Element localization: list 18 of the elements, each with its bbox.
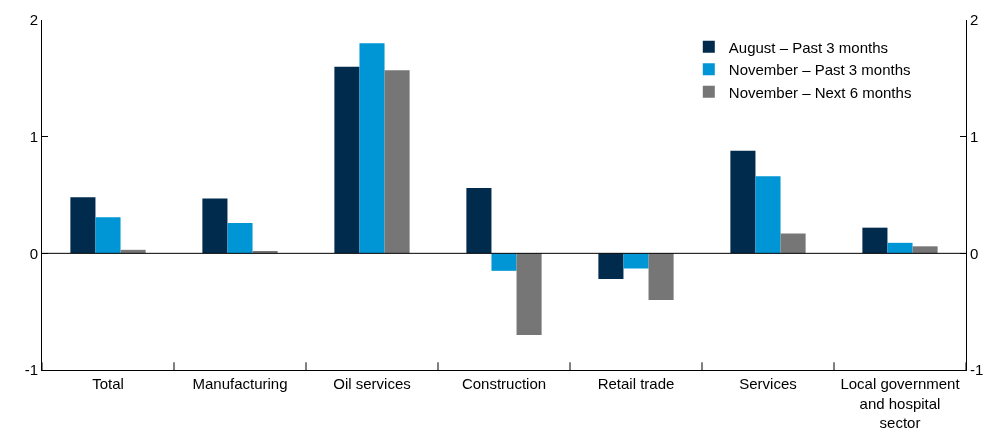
legend-label: August – Past 3 months xyxy=(728,38,889,56)
y2-tick-label: 0 xyxy=(970,244,979,262)
y-tick-label: -1 xyxy=(24,361,38,379)
x-tick-label: Manufacturing xyxy=(192,375,288,392)
x-tick-label: Construction xyxy=(461,375,547,392)
y-tick-label: 0 xyxy=(29,244,38,262)
y-tick-label: 2 xyxy=(29,11,38,29)
legend-label: November – Next 6 months xyxy=(728,83,912,101)
x-tick-label: Retail trade xyxy=(597,375,675,392)
y2-tick-label: 1 xyxy=(970,127,979,145)
x-tick-label: Local government and hospital sector xyxy=(840,375,961,431)
x-tick-label: Services xyxy=(739,375,797,392)
y2-tick-label: 2 xyxy=(970,11,979,29)
x-tick-label: Oil services xyxy=(333,375,411,392)
x-tick-label: Total xyxy=(92,375,124,392)
y-tick-label: 1 xyxy=(29,127,38,145)
y2-tick-label: -1 xyxy=(970,361,984,379)
legend-label: November – Past 3 months xyxy=(728,61,911,79)
